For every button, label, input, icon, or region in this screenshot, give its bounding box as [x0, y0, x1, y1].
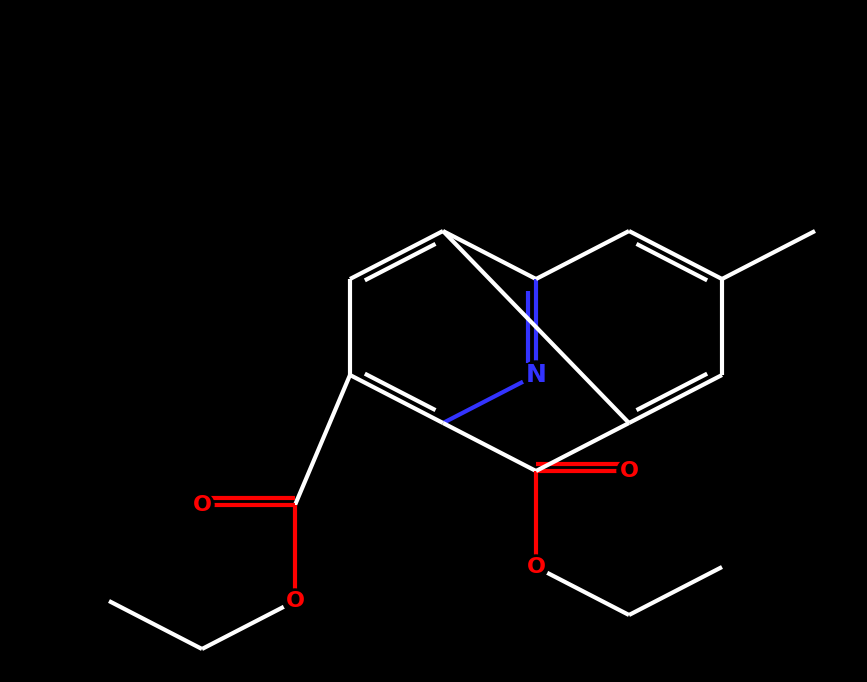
Text: O: O [526, 557, 545, 577]
Circle shape [617, 459, 641, 483]
Circle shape [283, 589, 307, 613]
Text: O: O [620, 461, 638, 481]
Circle shape [190, 493, 214, 517]
Circle shape [524, 555, 548, 579]
Text: O: O [192, 495, 212, 515]
Circle shape [522, 361, 550, 389]
Text: N: N [525, 363, 546, 387]
Text: O: O [285, 591, 304, 611]
